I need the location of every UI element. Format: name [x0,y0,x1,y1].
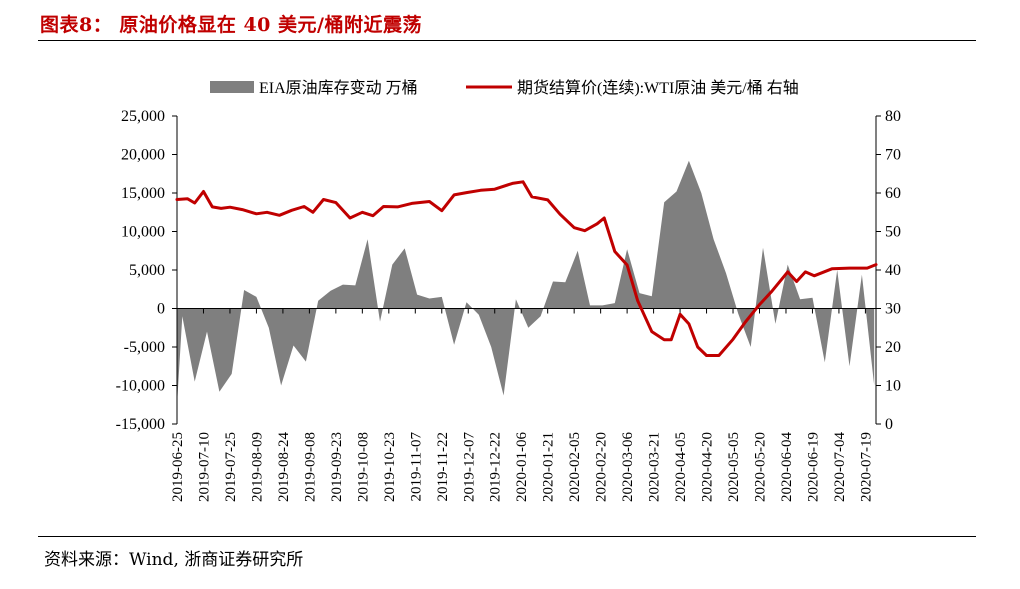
right-axis-tick-label: 60 [885,185,901,202]
right-axis-tick-label: 70 [885,147,901,164]
x-axis-labels: 2019-06-25 2019-07-10 2019-07-25 2019-08-09… [170,431,874,502]
legend-line-label: 期货结算价(连续):WTI原油 美元/桶 右轴 [517,78,799,97]
x-axis-tick-label: 2020-04-05 [673,432,689,502]
x-axis-tick-label: 2020-06-04 [779,432,795,502]
right-axis-tick-label: 30 [885,301,901,318]
left-axis-tick-label: 15,000 [121,185,165,202]
inventory-area-series [177,160,875,405]
x-axis-tick-label: 2019-12-22 [488,432,504,502]
x-axis-tick-label: 2020-04-20 [700,432,716,502]
x-axis-tick-label: 2020-06-19 [806,432,822,502]
left-axis-tick-label: 5,000 [129,262,165,279]
x-axis-tick-label: 2020-01-21 [541,432,557,502]
x-axis-tick-label: 2019-09-23 [329,432,345,502]
x-axis-tick-label: 2020-01-06 [514,432,530,502]
x-axis-tick-label: 2020-05-20 [753,432,769,502]
right-axis-tick-label: 40 [885,262,901,279]
top-divider [38,40,976,41]
legend: EIA原油库存变动 万桶 期货结算价(连续):WTI原油 美元/桶 右轴 [210,78,799,97]
x-axis-tick-label: 2019-10-23 [382,432,398,502]
left-axis-labels: 25,000 20,000 15,000 10,000 5,000 0 -5,000 -10,… [116,108,165,433]
left-axis-tick-label: 0 [157,301,165,318]
x-axis-tick-label: 2019-12-07 [461,432,477,502]
x-axis-tick-label: 2020-07-19 [858,432,874,502]
x-axis-tick-label: 2019-10-08 [355,432,371,502]
left-axis-tick-label: -15,000 [116,416,165,433]
x-axis-tick-label: 2020-03-06 [620,431,636,501]
right-axis-tick-label: 0 [885,416,893,433]
left-axis-tick-label: -10,000 [116,378,165,395]
wti-price-line [175,180,878,357]
axes [172,115,881,425]
x-axis-tick-label: 2020-05-05 [726,432,742,502]
x-axis-tick-label: 2019-07-25 [223,432,239,502]
x-axis-tick-label: 2020-03-21 [647,432,663,502]
right-axis-tick-label: 50 [885,224,901,241]
x-axis-tick-label: 2019-11-07 [408,432,424,502]
x-axis-tick-label: 2019-09-08 [302,432,318,502]
x-axis-tick-label: 2019-07-10 [197,432,213,502]
left-axis-tick-label: 25,000 [121,108,165,125]
right-axis-labels: 80 70 60 50 40 30 20 10 0 [885,108,901,433]
wti-price-line-series [175,180,878,357]
left-axis-tick-label: -5,000 [124,339,165,356]
inventory-change-area [177,160,875,405]
legend-area-swatch [210,81,254,93]
x-axis-tick-label: 2019-08-09 [249,432,265,502]
x-axis-tick-label: 2020-07-04 [832,431,848,501]
x-axis-tick-label: 2019-11-22 [435,432,451,501]
right-axis-tick-label: 20 [885,339,901,356]
legend-area-label: EIA原油库存变动 万桶 [259,79,418,97]
source-note: 资料来源：Wind, 浙商证券研究所 [44,550,304,570]
bottom-divider [38,536,976,537]
x-axis-tick-label: 2019-06-25 [170,432,186,502]
x-axis-tick-label: 2020-02-20 [594,432,610,502]
right-axis-tick-label: 10 [885,378,901,395]
left-axis-tick-label: 10,000 [121,224,165,241]
x-axis-tick-label: 2020-02-05 [567,432,583,502]
right-axis-tick-label: 80 [885,108,901,125]
chart-title: 图表8： 原油价格显在 40 美元/桶附近震荡 [40,14,422,36]
x-axis-tick-label: 2019-08-24 [276,432,292,502]
left-axis-tick-label: 20,000 [121,147,165,164]
